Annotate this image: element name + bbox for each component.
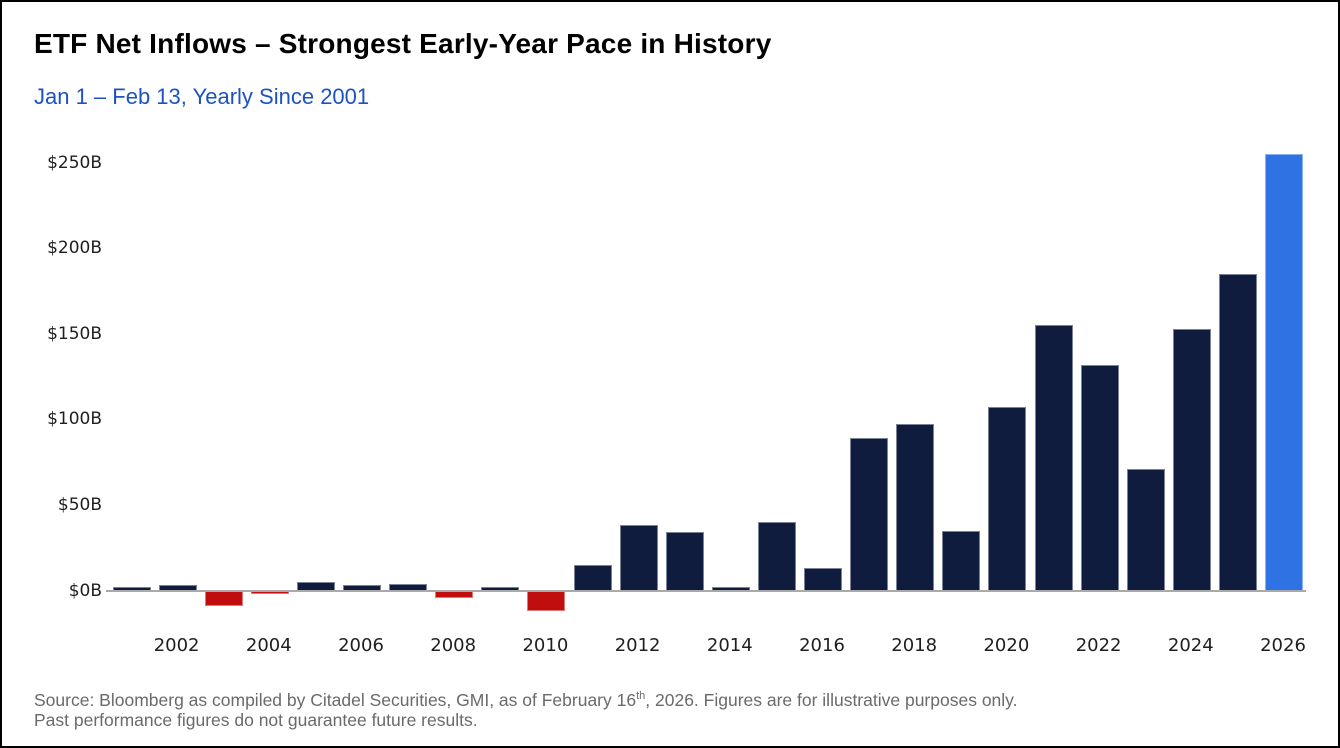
x-tick-label-2014: 2014 <box>706 635 753 656</box>
source-text-prefix: Source: Bloomberg as compiled by Citadel… <box>34 690 637 710</box>
y-tick-label-200b: $200B <box>47 238 102 259</box>
x-tick-label-2010: 2010 <box>522 635 569 656</box>
x-tick-label-2016: 2016 <box>799 635 845 656</box>
x-tick-label-2022: 2022 <box>1075 635 1122 656</box>
bar-2024 <box>1172 328 1211 593</box>
y-tick-label-50b: $50B <box>57 494 102 515</box>
y-tick-label-100b: $100B <box>47 409 102 430</box>
bar-2020 <box>988 407 1027 593</box>
x-axis-zero-line <box>106 590 1306 592</box>
y-tick-label-150b: $150B <box>47 323 102 344</box>
x-tick-label-2018: 2018 <box>891 635 938 656</box>
bar-2012 <box>619 525 658 593</box>
bar-2025 <box>1218 273 1257 593</box>
bar-2015 <box>757 522 796 593</box>
source-text-suffix: , 2026. Figures are for illustrative pur… <box>645 690 1018 710</box>
x-tick-label-2002: 2002 <box>153 635 200 656</box>
bar-2010 <box>527 590 566 612</box>
x-tick-label-2026: 2026 <box>1260 635 1306 656</box>
bar-2016 <box>804 568 842 593</box>
x-tick-label-2024: 2024 <box>1167 635 1214 656</box>
x-tick-label-2008: 2008 <box>430 635 477 656</box>
x-tick-label-2012: 2012 <box>614 635 661 656</box>
superscript-th: th <box>636 690 646 703</box>
bar-2013 <box>665 532 704 593</box>
source-line1: Source: Bloomberg as compiled by Citadel… <box>34 690 1017 710</box>
y-tick-label-0b: $0B <box>68 580 102 601</box>
chart-subtitle: Jan 1 – Feb 13, Yearly Since 2001 <box>34 84 370 109</box>
bar-2005 <box>296 581 335 593</box>
source-line2: Past performance figures do not guarante… <box>34 710 478 730</box>
bar-2003 <box>204 590 243 607</box>
bar-2023 <box>1126 468 1165 593</box>
bar-2017 <box>850 438 889 593</box>
bar-2011 <box>573 564 612 593</box>
bar-2022 <box>1080 364 1119 593</box>
chart-title: ETF Net Inflows – Strongest Early-Year P… <box>34 28 772 59</box>
bar-2026 <box>1265 153 1303 593</box>
bar-2018 <box>896 424 935 593</box>
source-note: Source: Bloomberg as compiled by Citadel… <box>34 690 1017 730</box>
x-tick-label-2006: 2006 <box>338 635 384 656</box>
x-tick-label-2020: 2020 <box>983 635 1030 656</box>
bar-2021 <box>1034 325 1073 593</box>
x-tick-label-2004: 2004 <box>245 635 292 656</box>
y-tick-label-250b: $250B <box>47 152 102 173</box>
bar-2019 <box>942 530 981 593</box>
